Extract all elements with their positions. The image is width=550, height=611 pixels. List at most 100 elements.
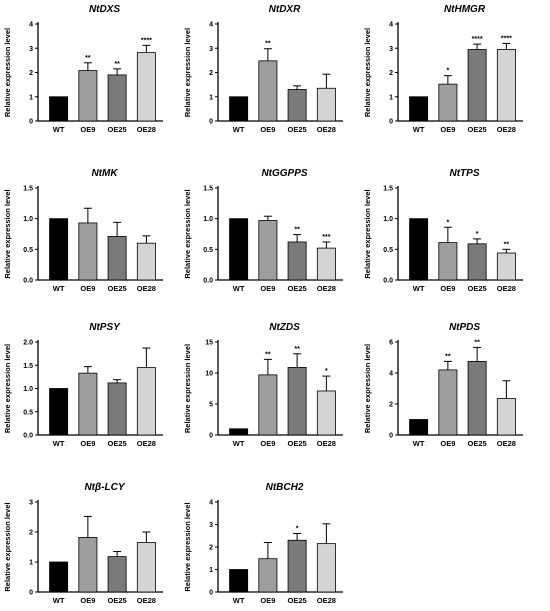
significance-label: ** xyxy=(294,227,300,234)
chart-panel-3: NtHMGR Relative expression level 0 1 2 3 4 WT * O… xyxy=(363,4,523,134)
bar-oe25 xyxy=(467,243,487,281)
bar-oe28 xyxy=(496,49,516,122)
x-tick-label: WT xyxy=(413,284,425,293)
y-tick-label: 1 xyxy=(389,94,393,101)
x-tick-label: OE28 xyxy=(137,439,156,448)
x-tick-label: OE28 xyxy=(137,284,156,293)
chart-panel-1: NtDXS Relative expression level 0 1 2 3 4 WT ** O… xyxy=(3,4,163,134)
y-tick-label: 1.5 xyxy=(203,186,213,193)
bar-wt xyxy=(229,428,249,436)
chart-title: NtBCH2 xyxy=(266,482,304,493)
y-tick-label: 4 xyxy=(29,22,33,29)
bar-oe9 xyxy=(438,83,458,122)
significance-label: ** xyxy=(114,61,120,68)
bar-oe25 xyxy=(107,556,127,593)
x-tick-label: OE9 xyxy=(260,439,275,448)
y-tick-label: 0 xyxy=(389,433,393,440)
y-tick-label: 4 xyxy=(389,371,393,378)
bar-oe25 xyxy=(467,49,487,122)
y-tick-label: 0.0 xyxy=(203,278,213,285)
y-tick-label: 4 xyxy=(389,22,393,29)
x-tick-label: OE25 xyxy=(108,596,127,605)
y-tick-label: 0.5 xyxy=(383,247,393,254)
chart-title: NtTPS xyxy=(450,168,480,179)
y-tick-label: 0.5 xyxy=(203,247,213,254)
x-tick-label: OE25 xyxy=(288,284,307,293)
y-tick-label: 2 xyxy=(389,402,393,409)
bar-wt xyxy=(229,96,249,122)
y-tick-label: 2 xyxy=(209,545,213,552)
y-tick-label: 2 xyxy=(389,70,393,77)
bar-oe9 xyxy=(258,220,278,281)
chart-panel-6: NtTPS Relative expression level 0.0 0.5 1.0 1… xyxy=(363,168,523,293)
bar-oe9 xyxy=(438,242,458,281)
bar-oe9 xyxy=(78,537,98,593)
bar-oe25 xyxy=(107,74,127,122)
chart-title: NtHMGR xyxy=(444,4,486,15)
bar-oe28 xyxy=(136,242,156,281)
bar-oe25 xyxy=(107,236,127,281)
x-tick-label: OE25 xyxy=(288,125,307,134)
bar-oe25 xyxy=(287,241,307,281)
x-tick-label: OE9 xyxy=(440,125,455,134)
y-tick-label: 6 xyxy=(389,340,393,347)
y-tick-label: 1.0 xyxy=(23,216,33,223)
x-tick-label: WT xyxy=(233,125,245,134)
chart-panel-11: NtBCH2 Relative expression level 0 1 2 3 4 WT OE… xyxy=(183,482,343,605)
y-axis-label: Relative expression level xyxy=(183,344,192,433)
significance-label: ** xyxy=(265,41,271,48)
significance-label: ** xyxy=(294,346,300,353)
y-axis-label: Relative expression level xyxy=(183,189,192,278)
bar-oe28 xyxy=(496,252,516,281)
chart-panel-5: NtGGPPS Relative expression level 0.0 0.5 1.… xyxy=(183,168,343,293)
bar-oe28 xyxy=(136,367,156,436)
y-tick-label: 0 xyxy=(209,433,213,440)
significance-label: * xyxy=(447,68,450,75)
x-tick-label: OE25 xyxy=(468,125,487,134)
y-axis-label: Relative expression level xyxy=(363,189,372,278)
y-tick-label: 3 xyxy=(389,46,393,53)
bar-oe9 xyxy=(258,374,278,436)
x-tick-label: WT xyxy=(53,596,65,605)
bar-oe28 xyxy=(316,87,336,122)
significance-label: **** xyxy=(472,36,483,43)
bar-oe9 xyxy=(78,372,98,436)
y-tick-label: 1.5 xyxy=(23,363,33,370)
x-tick-label: OE9 xyxy=(440,284,455,293)
y-tick-label: 1 xyxy=(209,567,213,574)
x-tick-label: OE25 xyxy=(108,125,127,134)
x-tick-label: OE28 xyxy=(137,125,156,134)
bar-oe28 xyxy=(316,543,336,593)
x-tick-label: OE28 xyxy=(317,125,336,134)
x-tick-label: WT xyxy=(233,284,245,293)
chart-panel-2: NtDXR Relative expression level 0 1 2 3 4 WT ** O… xyxy=(183,4,343,134)
y-tick-label: 3 xyxy=(209,522,213,529)
y-tick-label: 0 xyxy=(389,119,393,126)
x-tick-label: OE28 xyxy=(317,439,336,448)
significance-label: * xyxy=(296,526,299,533)
y-tick-label: 0 xyxy=(209,590,213,597)
x-tick-label: OE25 xyxy=(468,439,487,448)
x-tick-label: OE25 xyxy=(288,439,307,448)
x-tick-label: OE9 xyxy=(260,125,275,134)
y-tick-label: 3 xyxy=(29,500,33,507)
bar-oe9 xyxy=(438,369,458,436)
x-tick-label: OE28 xyxy=(317,596,336,605)
bar-oe9 xyxy=(258,558,278,593)
x-tick-label: OE9 xyxy=(80,284,95,293)
chart-title: NtGGPPS xyxy=(261,168,307,179)
y-axis-label: Relative expression level xyxy=(183,28,192,117)
y-tick-label: 0.5 xyxy=(23,409,33,416)
y-tick-label: 2 xyxy=(29,530,33,537)
significance-label: **** xyxy=(501,35,512,42)
y-tick-label: 0 xyxy=(209,119,213,126)
significance-label: * xyxy=(447,219,450,226)
y-tick-label: 0.0 xyxy=(23,278,33,285)
x-tick-label: OE25 xyxy=(288,596,307,605)
y-tick-label: 0 xyxy=(29,590,33,597)
x-tick-label: OE9 xyxy=(260,596,275,605)
y-tick-label: 1.0 xyxy=(383,216,393,223)
y-tick-label: 2 xyxy=(29,70,33,77)
